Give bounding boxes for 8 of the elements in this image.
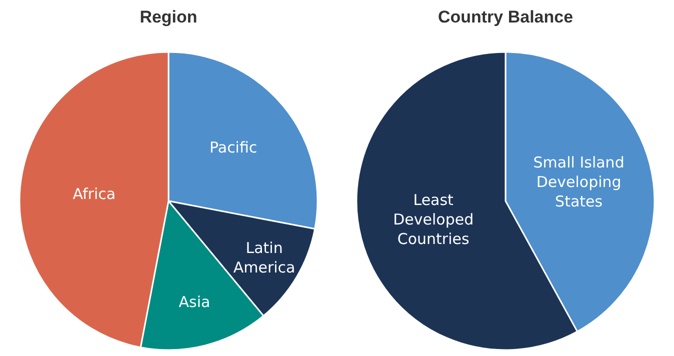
slice-label: Pacific (210, 138, 258, 156)
chart-title: Region (140, 8, 198, 27)
slice-label: Small Island Developing States (533, 154, 624, 211)
slice-label: Africa (72, 184, 116, 203)
chart-title: Country Balance (438, 8, 574, 27)
slice-label: Asia (178, 293, 210, 312)
slice-label: Least Developed Countries (393, 191, 474, 248)
slice-label: Latin America (233, 238, 296, 276)
